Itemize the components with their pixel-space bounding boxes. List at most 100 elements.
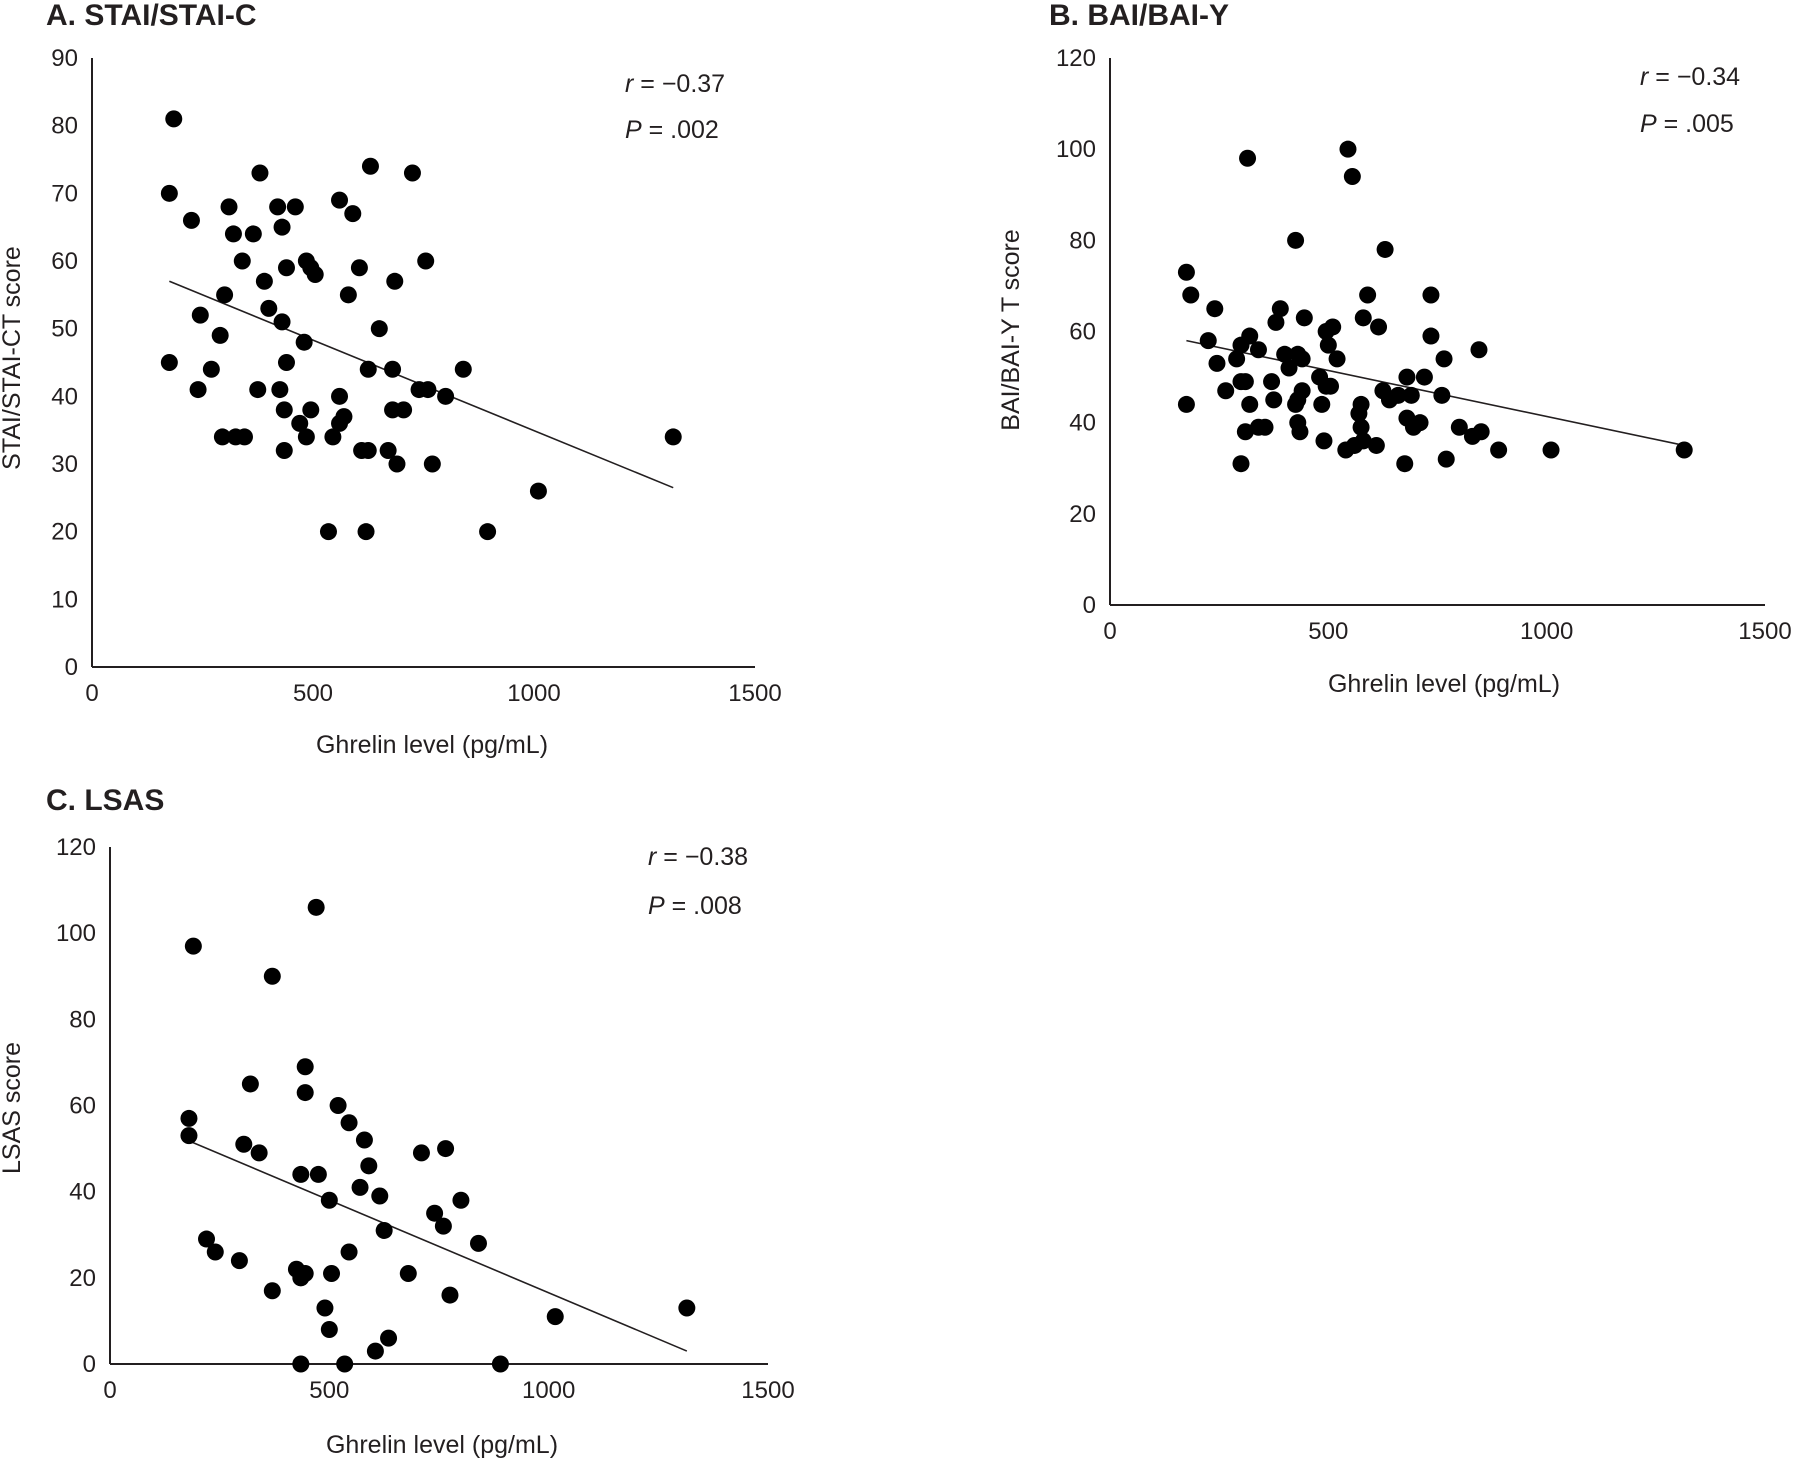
panel-c-data-point [437,1140,455,1158]
panel-a-data-point [277,259,295,277]
panel-b-data-point [1324,318,1342,336]
panel-b-data-point [1376,240,1394,258]
panel-b-data-point [1415,368,1433,386]
panel-b-data-point [1359,286,1377,304]
panel-b-points [1177,140,1693,473]
panel-a-data-point [479,523,497,541]
panel-c-data-point [230,1252,248,1270]
panel-c-data-point [452,1191,470,1209]
panel-b-data-point [1319,336,1337,354]
panel-c-title: C. LSAS [46,784,164,817]
panel-c-data-point [323,1265,341,1283]
panel-a-x-label: Ghrelin level (pg/mL) [316,731,548,759]
panel-c-x-label: Ghrelin level (pg/mL) [326,1431,558,1459]
panel-b-data-point [1241,395,1259,413]
panel-a-data-point [189,381,207,399]
panel-a-y-tick-label: 40 [51,383,78,410]
panel-b-data-point [1435,350,1453,368]
panel-b-data-point [1293,350,1311,368]
panel-b-y-ticks: 0 20 40 60 80 100 120 [1056,45,1096,619]
panel-a-data-point [344,205,362,223]
panel-b-data-point [1389,386,1407,404]
panel-c-data-point [292,1355,310,1373]
panel-a-data-point [529,482,547,500]
panel-b-data-point [1370,318,1388,336]
panel-a-data-point [249,381,267,399]
panel-b-data-point [1295,309,1313,327]
panel-a-data-point [324,428,342,446]
panel-a-data-point [386,272,404,290]
panel-a-data-point [291,414,309,432]
panel-a-data-point [437,387,455,405]
panel-a-y-tick-label: 30 [51,451,78,478]
panel-c-data-point [320,1191,338,1209]
panel-c-data-point [366,1342,384,1360]
panel-a-data-point [251,164,269,182]
panel-c-y-tick-label: 80 [69,1006,96,1033]
panel-c-x-tick-label: 500 [309,1377,349,1404]
panel-a-data-point [277,354,295,371]
panel-a-data-point [202,360,220,378]
panel-b-data-point [1328,350,1346,368]
panel-a-y-tick-label: 70 [51,180,78,207]
panel-c-data-point [336,1355,354,1373]
panel-c-y-label: LSAS score [0,1042,26,1174]
panel-a-y-ticks: 0 10 20 30 40 50 60 70 80 90 [51,45,78,681]
panel-b-data-point [1177,395,1195,413]
panel-c-y-ticks: 0 20 40 60 80 100 120 [56,834,96,1378]
panel-b-data-point [1208,354,1226,372]
panel-a-data-point [379,441,397,459]
panel-a-data-point [664,428,682,446]
panel-a-r-stat: r = −0.37 [625,70,725,98]
panel-c-lsas: C. LSAS 0 20 40 60 80 100 120 0 500 1000 1500 r =… [0,784,795,1459]
panel-a-title: A. STAI/STAI-C [46,0,257,32]
panel-b-data-point [1236,373,1254,391]
panel-b-y-tick-label: 40 [1069,410,1096,437]
panel-c-data-point [307,898,325,916]
panel-a-data-point [269,198,287,216]
panel-b-data-point [1280,359,1298,377]
panel-a-data-point [260,299,278,317]
panel-b-data-point [1402,386,1420,404]
panel-c-data-point [296,1084,314,1102]
panel-b-data-point [1249,341,1267,359]
panel-c-data-point [316,1299,334,1317]
panel-a-p-stat: P = .002 [625,116,719,144]
panel-a-data-point [235,428,253,446]
panel-b-data-point [1236,423,1254,441]
panel-c-y-tick-label: 40 [69,1179,96,1206]
panel-b-data-point [1239,149,1257,167]
panel-b-data-point [1450,418,1468,436]
panel-b-data-point [1675,441,1693,459]
panel-c-data-point [320,1321,338,1339]
panel-a-data-point [361,157,379,175]
panel-a-data-point [191,306,209,324]
panel-c-data-point [399,1265,417,1283]
panel-a-x-ticks: 0 500 1000 1500 [85,680,781,707]
panel-a-y-label: STAI/STAI-CT score [0,246,26,470]
panel-c-data-point [371,1187,389,1205]
panel-b-data-point [1267,313,1285,331]
panel-a-x-tick-label: 0 [85,680,98,707]
panel-c-data-point [469,1234,487,1252]
panel-b-data-point [1433,386,1451,404]
panel-b-data-point [1490,441,1508,459]
panel-c-data-point [296,1265,314,1283]
panel-b-data-point [1271,300,1289,318]
panel-b-data-point [1217,382,1235,400]
panel-a-data-point [295,333,313,351]
panel-b-data-point [1422,327,1440,345]
panel-c-data-point [360,1157,378,1175]
panel-b-data-point [1352,418,1370,436]
panel-a-data-point [350,259,368,277]
panel-c-y-tick-label: 0 [83,1351,96,1378]
panel-b-data-point [1437,450,1455,468]
panel-b-data-point [1313,395,1331,413]
panel-c-y-tick-label: 120 [56,834,96,861]
panel-c-data-point [351,1178,369,1196]
panel-c-data-point [375,1221,393,1239]
panel-a-data-point [419,381,437,399]
panel-b-x-label: Ghrelin level (pg/mL) [1328,670,1560,698]
panel-a-data-point [224,225,242,243]
